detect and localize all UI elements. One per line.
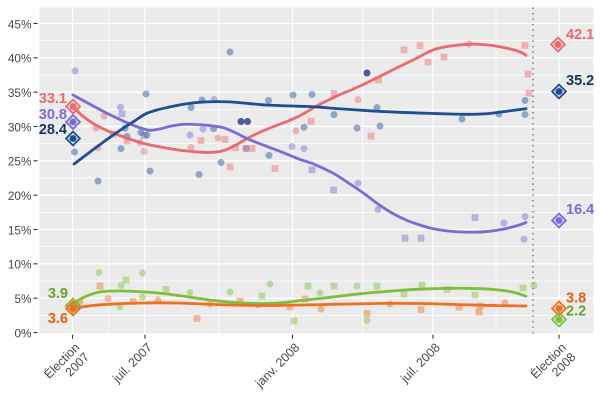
svg-text:10%: 10% — [8, 258, 32, 272]
svg-text:3.8: 3.8 — [566, 291, 586, 307]
svg-text:35.2: 35.2 — [566, 73, 594, 89]
svg-text:2.2: 2.2 — [566, 304, 586, 320]
svg-text:30%: 30% — [8, 120, 32, 134]
svg-text:45%: 45% — [8, 17, 32, 31]
svg-text:3.9: 3.9 — [48, 286, 68, 302]
svg-text:42.1: 42.1 — [566, 27, 594, 43]
svg-text:16.4: 16.4 — [566, 202, 594, 218]
svg-text:20%: 20% — [8, 189, 32, 203]
svg-text:33.1: 33.1 — [39, 91, 67, 107]
svg-text:25%: 25% — [8, 155, 32, 169]
svg-text:3.6: 3.6 — [48, 311, 68, 327]
svg-text:30.8: 30.8 — [39, 107, 67, 123]
svg-text:15%: 15% — [8, 223, 32, 237]
svg-text:35%: 35% — [8, 86, 32, 100]
svg-text:5%: 5% — [14, 292, 32, 306]
svg-text:40%: 40% — [8, 52, 32, 66]
svg-text:28.4: 28.4 — [39, 122, 67, 138]
svg-text:0%: 0% — [14, 326, 32, 340]
